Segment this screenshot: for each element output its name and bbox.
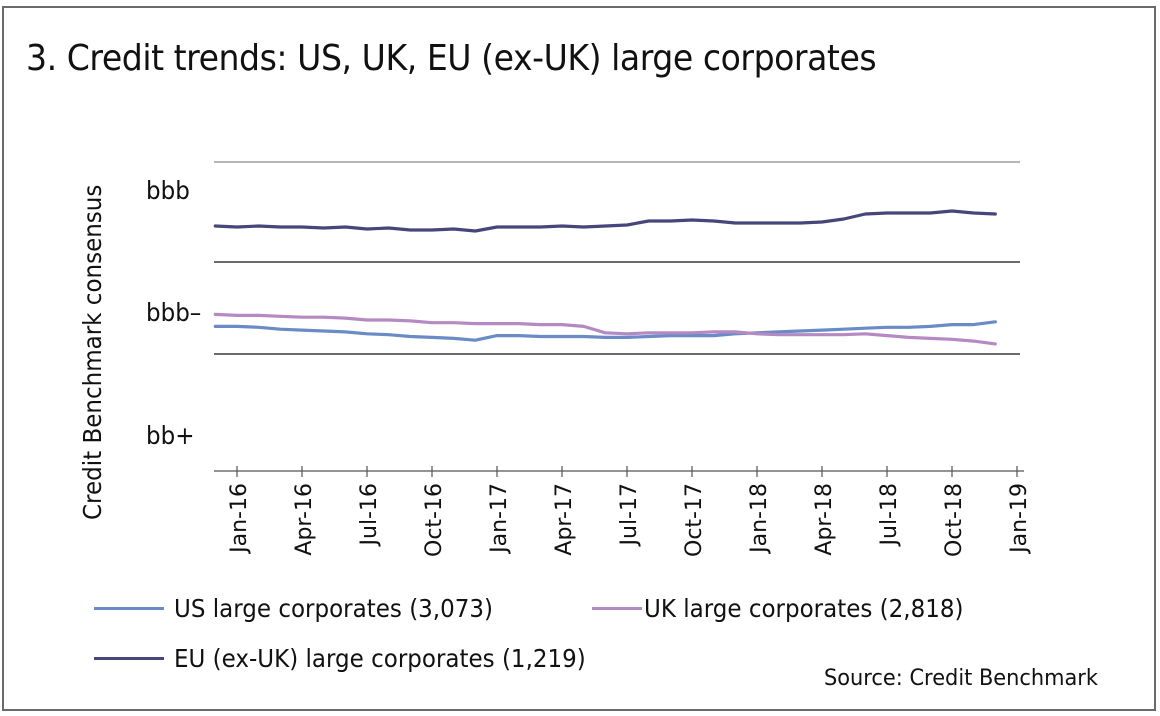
x-tick-label: Jan-16 — [227, 483, 252, 555]
x-tick-label: Jul-16 — [357, 483, 382, 547]
x-tick-label: Jul-18 — [877, 483, 902, 547]
legend-swatch-eu — [94, 657, 164, 660]
legend-swatch-uk — [592, 607, 642, 610]
legend-label-uk: UK large corporates (2,818) — [644, 594, 964, 623]
source-note: Source: Credit Benchmark — [824, 666, 1099, 691]
series-line-eu — [213, 209, 997, 233]
x-tick-label: Apr-17 — [552, 483, 577, 556]
legend-item-eu: EU (ex-UK) large corporates (1,219) — [94, 644, 622, 673]
x-tick-label: Apr-16 — [292, 483, 317, 556]
legend-item-uk: UK large corporates (2,818) — [592, 594, 991, 623]
series-line-uk — [213, 312, 997, 346]
y-tick-label-bb-plus: bb+ — [146, 421, 195, 450]
x-tick-label: Jul-17 — [617, 483, 642, 547]
legend-swatch-us — [94, 607, 164, 610]
legend-label-us: US large corporates (3,073) — [174, 594, 493, 623]
series-line-us — [213, 320, 997, 342]
x-tick-label: Oct-16 — [422, 483, 447, 557]
y-tick-label-bbb-minus: bbb– — [146, 298, 202, 327]
x-tick-label: Oct-17 — [682, 483, 707, 557]
x-tick-label: Oct-18 — [942, 483, 967, 557]
chart-frame — [2, 6, 1156, 711]
x-tick-label: Jan-18 — [747, 483, 772, 555]
legend-item-us: US large corporates (3,073) — [94, 594, 521, 623]
x-tick-label: Jan-19 — [1007, 483, 1032, 555]
y-tick-label-bbb: bbb — [146, 176, 190, 205]
legend-label-eu: EU (ex-UK) large corporates (1,219) — [174, 644, 586, 673]
chart-title: 3. Credit trends: US, UK, EU (ex-UK) lar… — [26, 38, 877, 79]
x-tick-label: Apr-18 — [812, 483, 837, 556]
x-tick-label: Jan-17 — [487, 483, 512, 555]
